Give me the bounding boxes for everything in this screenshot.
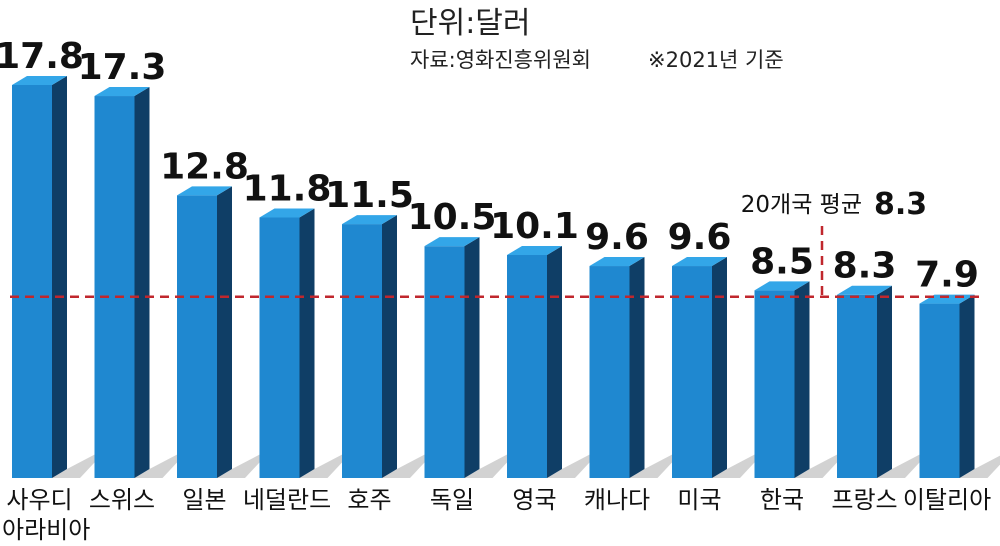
bar-side [52, 76, 67, 478]
bar [754, 290, 795, 478]
bar-side [217, 186, 232, 479]
bar-side [299, 208, 315, 478]
bar-side [464, 237, 480, 478]
bar-side [134, 87, 150, 478]
bar-top [507, 246, 562, 256]
bar-side [629, 257, 645, 478]
bar [259, 217, 300, 478]
data-label: 11.8 [243, 168, 332, 209]
average-value: 8.3 [874, 187, 927, 222]
data-label: 12.8 [160, 146, 249, 187]
tick-label: 네덜란드 [243, 486, 331, 514]
tick-label: 사우디 [6, 486, 72, 514]
tick-label: 캐나다 [584, 486, 650, 514]
bars [12, 76, 975, 479]
bar-top [424, 237, 480, 247]
data-label: 9.6 [585, 217, 649, 258]
bar-side [382, 215, 397, 478]
bar-side [794, 281, 810, 478]
data-label: 10.5 [408, 197, 497, 238]
bar-top [259, 208, 315, 218]
bar-top [342, 215, 397, 225]
value-labels: 17.817.312.811.811.510.510.1 9.6 9.68.5 8.3… [0, 36, 979, 296]
tick-label: 이탈리아 [903, 486, 991, 514]
tick-label: 아라비아 [2, 516, 90, 544]
data-label: 8.3 [833, 246, 897, 287]
tick-label: 미국 [677, 486, 721, 514]
tick-label: 독일 [430, 486, 474, 514]
bar-side [712, 257, 727, 478]
data-label: 8.5 [750, 241, 814, 282]
bar [919, 303, 960, 478]
bar-top [754, 281, 810, 291]
bar-top [94, 87, 150, 97]
bar-top [12, 76, 67, 85]
data-label: 10.1 [490, 206, 579, 247]
data-label: 17.3 [78, 47, 167, 88]
source-note: 자료:영화진흥위원회 [410, 48, 591, 72]
bar-top [672, 257, 727, 267]
data-label: 9.6 [668, 217, 732, 258]
tick-label: 영국 [512, 486, 556, 514]
bar-top [837, 285, 892, 295]
tick-label: 일본 [182, 486, 226, 514]
tick-label: 스위스 [89, 486, 155, 514]
tick-label: 한국 [760, 486, 804, 514]
bar-side [959, 294, 975, 478]
bar [837, 294, 877, 478]
bar [507, 255, 547, 478]
bar [672, 266, 712, 478]
average-marker: 20개국 평균 8.3 [10, 187, 980, 298]
data-label: 7.9 [915, 255, 979, 296]
bar [94, 96, 135, 478]
data-label: 17.8 [0, 36, 84, 77]
tick-label: 호주 [347, 486, 391, 514]
bar [424, 246, 465, 478]
bar [12, 85, 52, 478]
basis-note: ※2021년 기준 [648, 48, 784, 72]
bar-shadow [959, 455, 1000, 478]
unit-note: 단위:달러 [410, 6, 531, 41]
data-label: 11.5 [325, 175, 414, 216]
bar-side [547, 246, 562, 478]
bar [589, 266, 630, 478]
average-label: 20개국 평균 [741, 192, 862, 218]
bar [342, 224, 382, 478]
bar-side [877, 285, 892, 478]
bar-top [589, 257, 645, 267]
bar-top [177, 186, 232, 196]
bar [177, 195, 217, 479]
tick-label: 프랑스 [831, 486, 897, 514]
